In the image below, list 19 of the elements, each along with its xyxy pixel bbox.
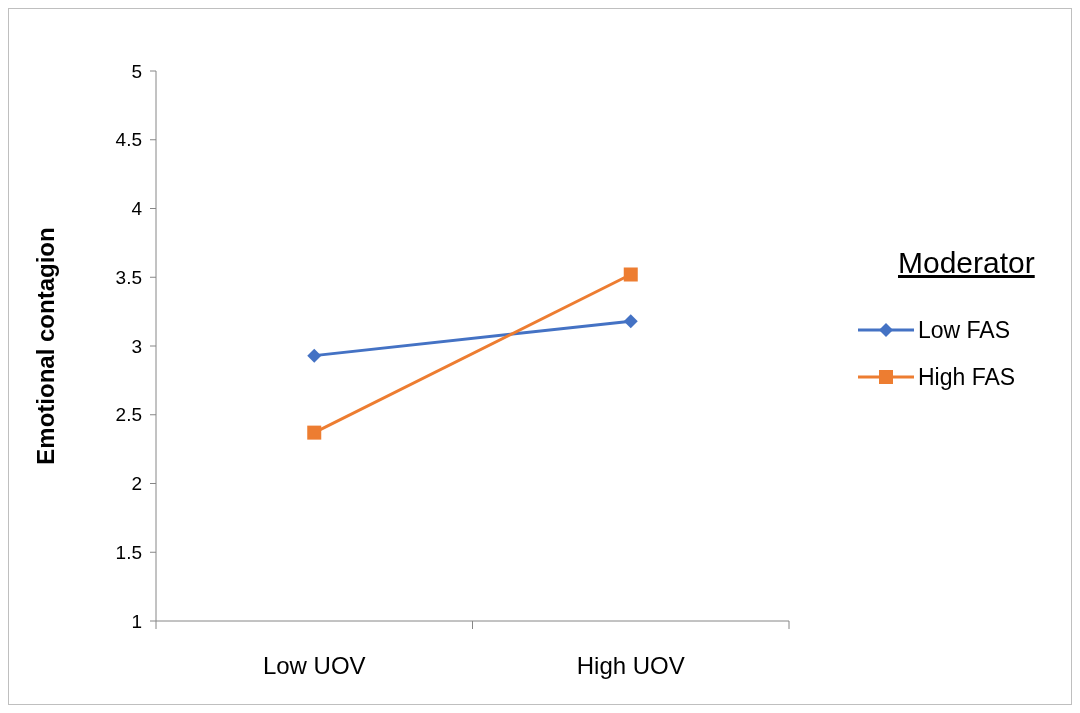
y-tick-label: 5: [131, 60, 142, 82]
x-tick-label: High UOV: [576, 652, 685, 679]
legend-title: Moderator: [898, 246, 1035, 279]
y-tick-label: 2: [131, 473, 142, 495]
x-tick-label: Low UOV: [262, 652, 366, 679]
point: [623, 267, 638, 282]
point: [623, 314, 638, 329]
legend-label: High FAS: [918, 364, 1016, 391]
y-tick-label: 3.5: [115, 266, 142, 288]
point: [307, 348, 322, 363]
y-axis-title: Emotional contagion: [32, 227, 59, 465]
legend-label: Low FAS: [918, 317, 1011, 344]
y-tick-label: 1: [131, 610, 142, 632]
y-tick-label: 3: [131, 335, 142, 357]
y-tick-label: 2.5: [115, 404, 142, 426]
y-tick-label: 4: [131, 198, 143, 220]
y-tick-label: 4.5: [115, 129, 142, 151]
point: [307, 425, 322, 440]
y-tick-label: 1.5: [115, 541, 142, 563]
